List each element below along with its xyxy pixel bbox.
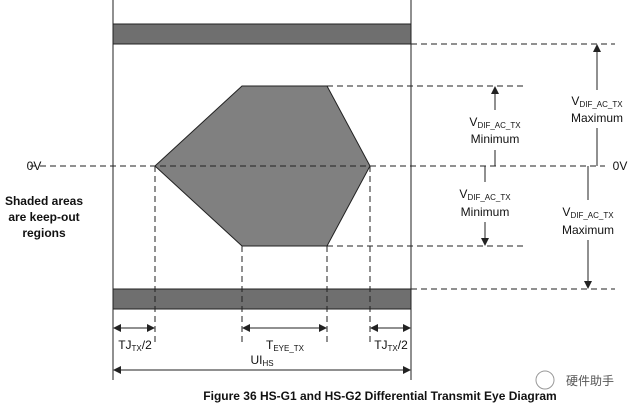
note: regions	[22, 226, 66, 240]
keep-out-bar-bottom	[112, 288, 412, 310]
param-symbol: T	[266, 338, 274, 352]
param-symbol: V	[571, 94, 579, 108]
param-subscript: TX	[132, 344, 143, 353]
param-desc: Minimum	[471, 132, 520, 146]
watermark-icon	[535, 370, 555, 390]
param-desc: Minimum	[461, 205, 510, 219]
param-suffix: /2	[398, 338, 408, 352]
param-label: VDIF_AC_TX	[459, 187, 511, 202]
param-subscript: DIF_AC_TX	[570, 211, 614, 220]
param-symbol: V	[469, 115, 477, 129]
time-label: TJTX/2	[118, 338, 152, 353]
param-subscript: DIF_AC_TX	[477, 121, 521, 130]
param-symbol: TJ	[374, 338, 387, 352]
param-subscript: DIF_AC_TX	[579, 100, 623, 109]
note: Shaded areas	[5, 194, 83, 208]
param-label: VDIF_AC_TX	[562, 205, 614, 220]
keep-out-bar-top	[112, 23, 412, 45]
zero-label: 0V	[613, 159, 628, 173]
note: are keep-out	[8, 210, 79, 224]
param-symbol: UI	[250, 353, 262, 367]
param-symbol: V	[562, 205, 570, 219]
zero-label: 0V	[27, 159, 42, 173]
param-subscript: TX	[388, 344, 399, 353]
param-symbol: V	[459, 187, 467, 201]
ui-label: UIHS	[250, 353, 273, 368]
param-subscript: HS	[262, 359, 273, 368]
param-suffix: /2	[142, 338, 152, 352]
param-desc: Maximum	[562, 223, 614, 237]
watermark: 硬件助手	[566, 374, 614, 388]
time-label: TJTX/2	[374, 338, 408, 353]
param-symbol: TJ	[118, 338, 131, 352]
param-label: VDIF_AC_TX	[571, 94, 623, 109]
param-subscript: DIF_AC_TX	[467, 193, 511, 202]
time-label: TEYE_TX	[266, 338, 305, 353]
param-desc: Maximum	[571, 111, 623, 125]
caption: Figure 36 HS-G1 and HS-G2 Differential T…	[203, 389, 556, 403]
param-subscript: EYE_TX	[273, 344, 304, 353]
param-label: VDIF_AC_TX	[469, 115, 521, 130]
